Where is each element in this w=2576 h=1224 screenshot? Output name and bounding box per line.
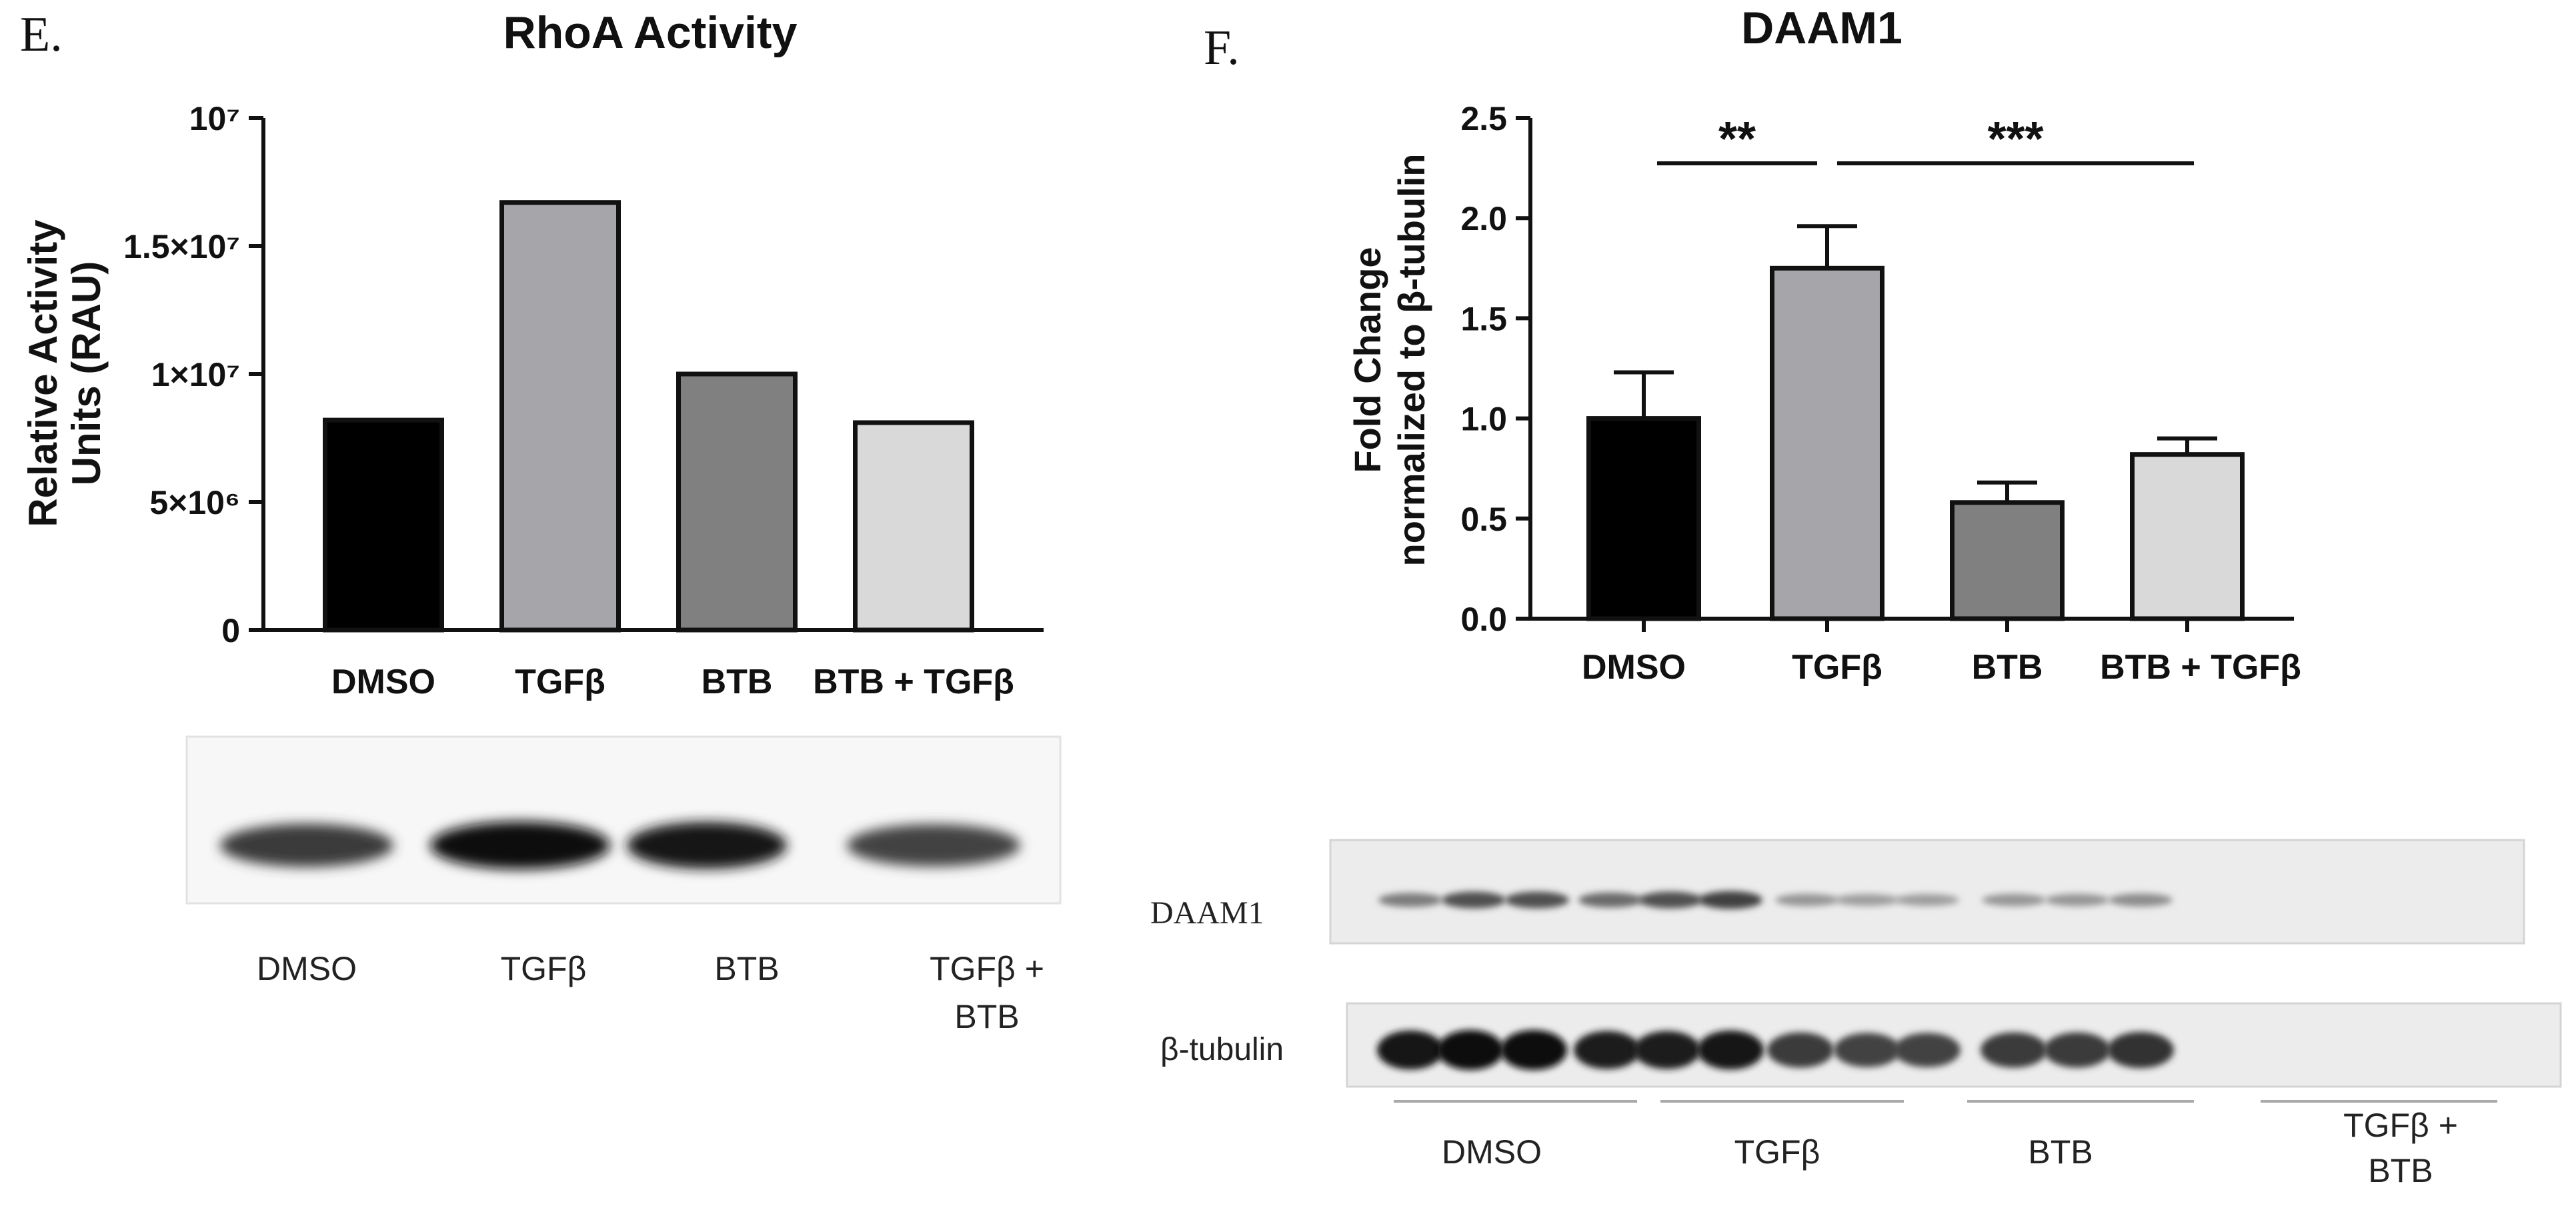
chart-f-title: DAAM1 [1741, 3, 1902, 53]
chart-e-y-tick-label: 0 [221, 612, 240, 649]
chart-e-y-tick-label: 10⁷ [189, 100, 240, 137]
chart-e-bar [853, 420, 974, 633]
blot-f-daam1-band [1982, 893, 2046, 907]
chart-f-y-tick-label: 2.5 [1460, 100, 1507, 137]
chart-f-significance-label: *** [1987, 113, 2043, 166]
blot-f-daam1-band [1895, 894, 1959, 906]
blot-f-bands [1377, 891, 2174, 1070]
blot-f-daam1-band [1578, 892, 1642, 908]
blot-f-group-label: TGFβ [1734, 1133, 1820, 1171]
chart-f-bar [2130, 452, 2245, 621]
blot-f-daam1-band [1775, 893, 1839, 907]
chart-f-bars [1586, 265, 2245, 621]
chart-e-y-tick-label: 1.5×10⁷ [123, 228, 240, 265]
chart-e-x-tick-label: BTB [702, 663, 773, 701]
blot-e-membrane [185, 735, 1062, 905]
chart-f-ylabel-line1: Fold Change [1346, 247, 1388, 473]
blot-f-row-label-tubulin: β-tubulin [1160, 1032, 1284, 1067]
blot-f-tubulin-band [1634, 1031, 1700, 1069]
blot-f-daam1-band [1378, 893, 1442, 907]
chart-f-significance-label: ** [1718, 113, 1756, 166]
blot-f-daam1-band [1505, 891, 1569, 909]
blot-f-tubulin-band [2107, 1031, 2174, 1069]
chart-e-y-tick-label: 5×10⁶ [149, 484, 240, 521]
chart-f-y-tick-label: 1.0 [1460, 401, 1507, 438]
chart-f-bar [1950, 500, 2065, 621]
chart-f-bar [1586, 416, 1701, 621]
blot-f-tubulin-band [1437, 1030, 1504, 1070]
chart-e-x-tick-label: TGFβ [515, 663, 605, 701]
blot-e-band [220, 823, 393, 867]
blot-f-tubulin-band [1500, 1030, 1567, 1070]
chart-e-x-labels: DMSO TGFβ BTB BTB + TGFβ [331, 663, 1014, 701]
chart-e-x-tick-label: BTB + TGFβ [813, 663, 1014, 701]
chart-f-x-tick-label: BTB + TGFβ [2100, 648, 2301, 687]
blot-f-daam1-band [1442, 891, 1506, 909]
daam1-western-blot: DAAM1 β-tubulin DMSO TGFβ BTB TGFβ + BTB [1150, 839, 2562, 1189]
blot-e-lane-label: DMSO [257, 950, 357, 987]
chart-e-bar [676, 371, 798, 633]
blot-e-lane-label: BTB [954, 998, 1019, 1035]
chart-f-significance: ** *** [1657, 113, 2194, 166]
chart-f-y-tick-label: 0.5 [1460, 501, 1507, 538]
blot-f-group-labels: DMSO TGFβ BTB TGFβ + BTB [1394, 1100, 2497, 1189]
blot-e-band [627, 821, 787, 869]
blot-f-tubulin-band [1834, 1033, 1900, 1067]
blot-f-tubulin-band [1377, 1030, 1444, 1070]
chart-f-y-tick-label: 1.5 [1460, 300, 1507, 337]
chart-f-x-tick-label: TGFβ [1792, 648, 1882, 687]
blot-f-tubulin-band [1574, 1031, 1640, 1069]
daam1-chart: DAAM1 Fold Change normalized to β-tubuli… [1346, 3, 2301, 687]
blot-f-row-label-daam1: DAAM1 [1150, 895, 1264, 931]
chart-f-y-tick-label: 0.0 [1460, 601, 1507, 638]
chart-e-bar [499, 200, 621, 633]
blot-e-lane-label: TGFβ + [930, 950, 1044, 987]
blot-f-tubulin-band [2044, 1032, 2111, 1068]
blot-e-lane-label: TGFβ [501, 950, 587, 987]
blot-f-group-label: DMSO [1442, 1133, 1542, 1171]
chart-e-y-tick-label: 1×10⁷ [151, 356, 240, 393]
blot-f-group-label: BTB [2368, 1152, 2433, 1189]
chart-e-bars [323, 200, 974, 633]
blot-f-daam1-band [1835, 894, 1899, 906]
blot-e-band [847, 824, 1020, 867]
blot-f-tubulin-band [1894, 1033, 1961, 1067]
chart-e-ylabel-line2: Units (RAU) [64, 261, 109, 486]
chart-e-ylabel-line1: Relative Activity [21, 219, 65, 527]
panel-letter-e: E. [20, 7, 63, 62]
rhoa-western-blot: DMSO TGFβ BTB TGFβ + BTB [185, 735, 1062, 1035]
blot-f-daam1-band [1638, 891, 1702, 909]
chart-f-x-tick-label: BTB [1972, 648, 2043, 687]
panel-letter-f: F. [1204, 21, 1240, 75]
blot-f-tubulin-band [1767, 1032, 1834, 1068]
blot-f-tubulin-band [1697, 1030, 1764, 1070]
chart-e-title: RhoA Activity [503, 7, 798, 58]
chart-f-y-tick-label: 2.0 [1460, 200, 1507, 237]
blot-e-lane-label: BTB [714, 950, 779, 987]
chart-f-bar [1770, 265, 1884, 621]
chart-f-error-bars [1614, 224, 2217, 503]
chart-e-bar [323, 417, 444, 633]
chart-f-x-tick-label: DMSO [1582, 648, 1686, 687]
blot-e-band [430, 821, 610, 869]
blot-f-daam1-band [1698, 891, 1762, 909]
blot-e-bands [220, 821, 1020, 869]
chart-e-x-tick-label: DMSO [331, 663, 435, 701]
blot-f-daam1-band [2109, 893, 2173, 907]
blot-f-tubulin-band [1981, 1032, 2047, 1068]
chart-f-ylabel-line2: normalized to β-tubulin [1390, 153, 1432, 566]
chart-e-axes: 0 5×10⁶ 1×10⁷ 1.5×10⁷ 10⁷ [123, 100, 1044, 649]
blot-f-daam1-band [2045, 893, 2109, 907]
blot-e-lane-labels: DMSO TGFβ BTB TGFβ + BTB [257, 950, 1044, 1035]
blot-f-daam1-membrane [1329, 839, 2525, 945]
blot-f-group-label: BTB [2028, 1133, 2093, 1171]
rhoa-activity-chart: RhoA Activity Relative Activity Units (R… [21, 7, 1044, 701]
chart-f-x-labels: DMSO TGFβ BTB BTB + TGFβ [1582, 648, 2301, 687]
blot-f-group-label: TGFβ + [2343, 1107, 2458, 1144]
